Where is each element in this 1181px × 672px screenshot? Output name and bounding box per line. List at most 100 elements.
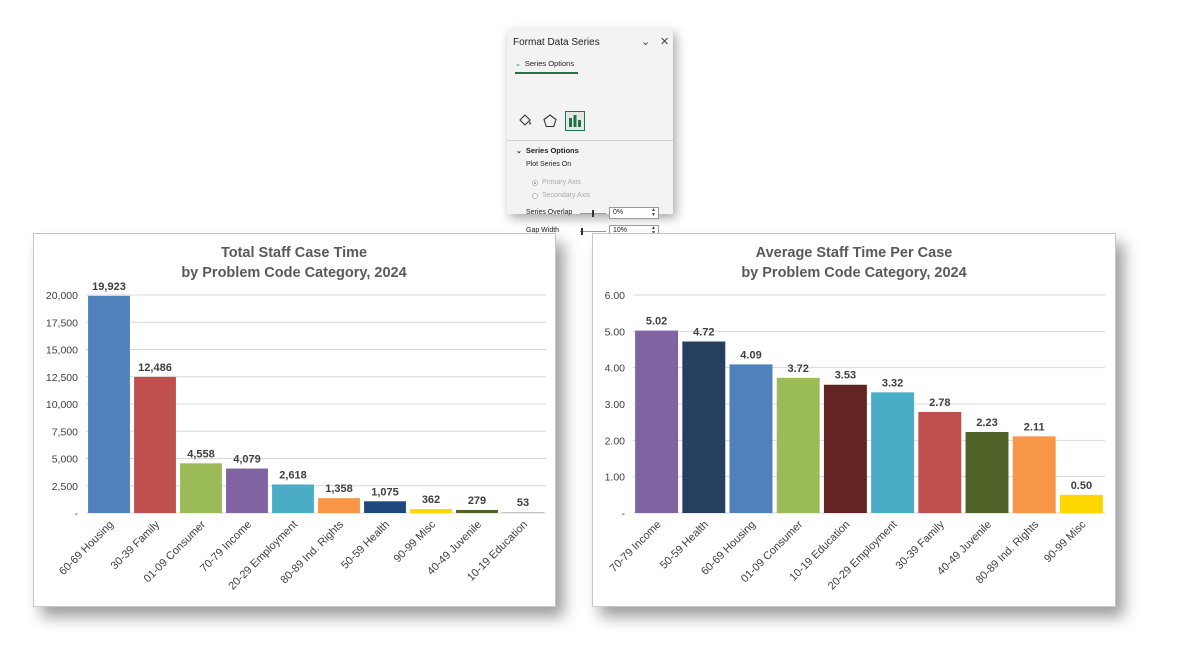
y-tick-label: 15,000 — [46, 345, 78, 357]
bars — [635, 330, 1103, 513]
data-label: 4.72 — [693, 327, 714, 339]
gap-width-value: 10% — [613, 227, 628, 234]
data-label: 2.23 — [976, 417, 997, 429]
data-label: 2.78 — [929, 397, 950, 409]
bar[interactable] — [1012, 436, 1056, 513]
chart-title-line-1: Total Staff Case Time — [221, 245, 367, 261]
bar-chart-icon — [569, 115, 581, 127]
data-label: 3.32 — [882, 377, 903, 389]
series-overlap-slider[interactable] — [580, 210, 606, 217]
data-label: 4,558 — [187, 448, 215, 460]
chevron-down-icon: ⌄ — [516, 148, 522, 155]
pane-close-icon[interactable]: ✕ — [660, 36, 670, 48]
radio-selected-icon — [532, 179, 538, 186]
tab-series-options[interactable]: ⌄ Series Options — [515, 59, 579, 74]
series-overlap-input[interactable]: 0% ▲ ▼ — [609, 207, 659, 219]
bar[interactable] — [965, 431, 1009, 513]
data-label: 5.02 — [646, 316, 667, 328]
gap-width-label: Gap Width — [526, 227, 560, 234]
y-tick-label: 1.00 — [605, 472, 626, 484]
data-label: 0.50 — [1071, 480, 1092, 492]
gap-width-slider[interactable] — [580, 228, 606, 235]
y-tick-label: 20,000 — [46, 290, 78, 302]
bar[interactable] — [88, 295, 130, 513]
bar[interactable] — [776, 377, 820, 513]
bar[interactable] — [456, 509, 498, 513]
data-label: 279 — [468, 495, 486, 507]
chart-average-staff-time-svg: Average Staff Time Per Case by Problem C… — [605, 245, 1105, 592]
slider-thumb[interactable] — [592, 210, 594, 217]
section-label: Series Options — [525, 146, 579, 155]
data-label: 53 — [517, 497, 529, 509]
bar[interactable] — [502, 512, 544, 513]
fill-line-button[interactable] — [515, 111, 535, 131]
data-label: 4,079 — [233, 454, 261, 466]
pane-title: Format Data Series — [513, 37, 600, 48]
y-tick-label: 4.00 — [605, 363, 626, 375]
average-staff-time-per-case-chart[interactable]: Average Staff Time Per Case by Problem C… — [592, 233, 1116, 607]
y-tick-label: 5.00 — [605, 326, 626, 338]
data-label: 12,486 — [138, 362, 172, 374]
secondary-axis-radio[interactable]: Secondary Axis — [532, 192, 590, 199]
bar[interactable] — [682, 341, 726, 513]
bar[interactable] — [410, 509, 452, 513]
chart-title-line-2: by Problem Code Category, 2024 — [181, 265, 406, 281]
data-label: 3.72 — [787, 363, 808, 375]
series-options-button[interactable] — [565, 111, 585, 131]
series-overlap-label: Series Overlap — [526, 209, 573, 216]
y-tick-label: 10,000 — [46, 399, 78, 411]
bar[interactable] — [364, 501, 406, 513]
bars — [88, 295, 544, 513]
bar[interactable] — [871, 392, 915, 513]
slider-thumb[interactable] — [581, 228, 583, 235]
category-label: 50-59 Health — [658, 519, 711, 572]
bar[interactable] — [1059, 494, 1103, 513]
bar[interactable] — [226, 468, 268, 513]
data-label: 362 — [422, 494, 440, 506]
data-label: 2.11 — [1024, 421, 1045, 433]
chart-title-line-2: by Problem Code Category, 2024 — [741, 265, 966, 281]
total-staff-case-time-chart[interactable]: Total Staff Case Time by Problem Code Ca… — [33, 233, 556, 607]
y-tick-label: - — [75, 508, 79, 520]
y-tick-label: 12,500 — [46, 372, 78, 384]
data-label: 19,923 — [92, 281, 126, 293]
y-tick-label: 2,500 — [52, 481, 78, 493]
bar[interactable] — [180, 463, 222, 513]
format-data-series-pane: Format Data Series ⌄ ✕ ⌄ Series Options ⌄… — [507, 29, 673, 237]
y-tick-label: 6.00 — [605, 290, 626, 302]
bar[interactable] — [729, 364, 773, 513]
category-label: 70-79 Income — [608, 519, 664, 575]
category-label: 90-99 Misc — [392, 518, 439, 565]
y-tick-label: 3.00 — [605, 399, 626, 411]
y-tick-label: - — [622, 508, 626, 520]
y-axis-ticks: - 2,500 5,000 7,500 10,000 12,500 15,000 17,500… — [46, 290, 79, 520]
pentagon-icon — [543, 114, 557, 128]
data-label: 2,618 — [279, 469, 307, 481]
chart-title-line-1: Average Staff Time Per Case — [756, 245, 953, 261]
bar[interactable] — [823, 384, 867, 513]
data-label: 3.53 — [835, 370, 856, 382]
pane-divider — [507, 140, 673, 141]
secondary-axis-label: Secondary Axis — [542, 192, 591, 199]
bar[interactable] — [134, 376, 176, 513]
chart-total-staff-case-time-svg: Total Staff Case Time by Problem Code Ca… — [46, 245, 546, 592]
effects-button[interactable] — [540, 111, 560, 131]
category-label: 60-69 Housing — [57, 519, 116, 578]
bar[interactable] — [318, 498, 360, 513]
y-tick-label: 7,500 — [52, 426, 78, 438]
category-label: 50-59 Health — [339, 519, 392, 572]
bar[interactable] — [635, 330, 679, 513]
y-axis-ticks: - 1.00 2.00 3.00 4.00 5.00 6.00 — [605, 290, 626, 520]
spinner-arrows-icon[interactable]: ▲▼ — [651, 207, 656, 218]
primary-axis-radio[interactable]: Primary Axis — [532, 179, 581, 186]
primary-axis-label: Primary Axis — [542, 179, 581, 186]
bar[interactable] — [272, 484, 314, 513]
series-options-section-header[interactable]: ⌄ Series Options — [516, 146, 579, 155]
pane-options-chevron-icon[interactable]: ⌄ — [641, 36, 651, 48]
paint-bucket-icon — [519, 114, 531, 126]
y-tick-label: 2.00 — [605, 435, 626, 447]
series-overlap-value: 0% — [613, 209, 624, 216]
bar[interactable] — [918, 411, 962, 513]
